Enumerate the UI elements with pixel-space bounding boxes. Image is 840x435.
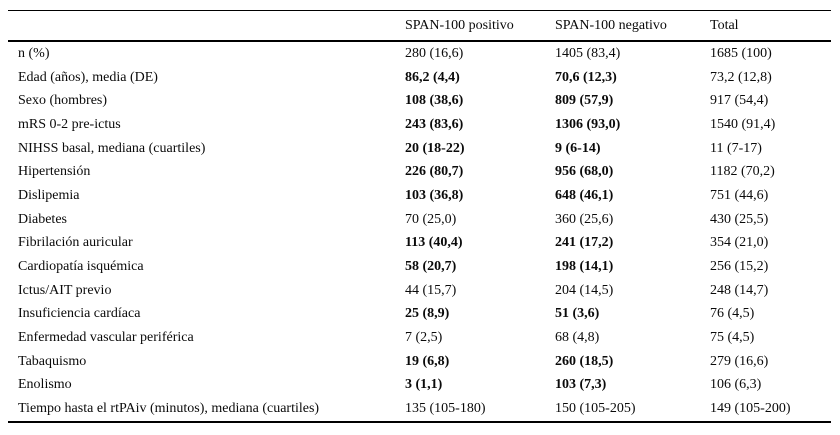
row-label: Insuficiencia cardíaca bbox=[18, 306, 141, 322]
cell-total: 1685 (100) bbox=[710, 45, 772, 61]
row-label: Sexo (hombres) bbox=[18, 93, 108, 109]
baseline-characteristics-table-container: SPAN-100 positivo SPAN-100 negativo Tota… bbox=[8, 10, 831, 423]
row-label: Cardiopatía isquémica bbox=[18, 259, 144, 275]
header-row: SPAN-100 positivo SPAN-100 negativo Tota… bbox=[8, 10, 831, 42]
row-label: NIHSS basal, mediana (cuartiles) bbox=[18, 140, 206, 156]
cell-span100-positivo: 135 (105-180) bbox=[405, 401, 486, 417]
cell-total: 149 (105-200) bbox=[710, 401, 791, 417]
cell-span100-positivo: 19 (6,8) bbox=[405, 353, 450, 369]
cell-total: 917 (54,4) bbox=[710, 93, 769, 109]
cell-total: 1182 (70,2) bbox=[710, 164, 775, 180]
cell-span100-positivo: 108 (38,6) bbox=[405, 93, 464, 109]
cell-span100-negativo: 241 (17,2) bbox=[555, 235, 614, 251]
cell-span100-negativo: 1306 (93,0) bbox=[555, 116, 621, 132]
baseline-characteristics-table: SPAN-100 positivo SPAN-100 negativo Tota… bbox=[8, 10, 831, 423]
cell-total: 106 (6,3) bbox=[710, 377, 762, 393]
cell-span100-negativo: 204 (14,5) bbox=[555, 282, 614, 298]
cell-total: 11 (7-17) bbox=[710, 140, 762, 156]
cell-total: 1540 (91,4) bbox=[710, 116, 776, 132]
row-label: Tiempo hasta el rtPAiv (minutos), median… bbox=[18, 401, 320, 417]
column-header-span100-negativo: SPAN-100 negativo bbox=[555, 10, 710, 42]
row-label: Hipertensión bbox=[18, 164, 91, 180]
cell-span100-negativo: 260 (18,5) bbox=[555, 353, 614, 369]
table-row: Diabetes 70 (25,0) 360 (25,6) 430 (25,5) bbox=[8, 208, 831, 232]
cell-span100-negativo: 70,6 (12,3) bbox=[555, 69, 617, 85]
cell-span100-negativo: 150 (105-205) bbox=[555, 401, 636, 417]
row-label: Ictus/AIT previo bbox=[18, 282, 112, 298]
table-row: Sexo (hombres) 108 (38,6) 809 (57,9) 917… bbox=[8, 89, 831, 113]
table-row: Insuficiencia cardíaca 25 (8,9) 51 (3,6)… bbox=[8, 303, 831, 327]
table-row: Tiempo hasta el rtPAiv (minutos), median… bbox=[8, 397, 831, 422]
cell-span100-negativo: 51 (3,6) bbox=[555, 306, 600, 322]
cell-span100-negativo: 198 (14,1) bbox=[555, 259, 614, 275]
row-label: Enfermedad vascular periférica bbox=[18, 330, 194, 346]
table-row: Enolismo 3 (1,1) 103 (7,3) 106 (6,3) bbox=[8, 374, 831, 398]
cell-span100-positivo: 113 (40,4) bbox=[405, 235, 463, 251]
cell-total: 73,2 (12,8) bbox=[710, 69, 772, 85]
cell-span100-negativo: 68 (4,8) bbox=[555, 330, 600, 346]
cell-span100-positivo: 226 (80,7) bbox=[405, 164, 464, 180]
cell-span100-positivo: 243 (83,6) bbox=[405, 116, 464, 132]
table-row: n (%) 280 (16,6) 1405 (83,4) 1685 (100) bbox=[8, 41, 831, 66]
table-row: mRS 0-2 pre-ictus 243 (83,6) 1306 (93,0)… bbox=[8, 113, 831, 137]
table-row: NIHSS basal, mediana (cuartiles) 20 (18-… bbox=[8, 137, 831, 161]
table-row: Hipertensión 226 (80,7) 956 (68,0) 1182 … bbox=[8, 160, 831, 184]
cell-span100-positivo: 20 (18-22) bbox=[405, 140, 465, 156]
cell-total: 751 (44,6) bbox=[710, 187, 769, 203]
cell-total: 430 (25,5) bbox=[710, 211, 769, 227]
table-row: Tabaquismo 19 (6,8) 260 (18,5) 279 (16,6… bbox=[8, 350, 831, 374]
row-label: Fibrilación auricular bbox=[18, 235, 133, 251]
cell-span100-positivo: 86,2 (4,4) bbox=[405, 69, 460, 85]
table-row: Fibrilación auricular 113 (40,4) 241 (17… bbox=[8, 232, 831, 256]
table-row: Edad (años), media (DE) 86,2 (4,4) 70,6 … bbox=[8, 66, 831, 90]
table-row: Enfermedad vascular periférica 7 (2,5) 6… bbox=[8, 326, 831, 350]
cell-total: 75 (4,5) bbox=[710, 330, 755, 346]
cell-total: 354 (21,0) bbox=[710, 235, 769, 251]
cell-total: 279 (16,6) bbox=[710, 353, 769, 369]
cell-span100-positivo: 3 (1,1) bbox=[405, 377, 443, 393]
row-label: Tabaquismo bbox=[18, 353, 87, 369]
column-header-total: Total bbox=[710, 10, 831, 42]
cell-span100-negativo: 648 (46,1) bbox=[555, 187, 614, 203]
cell-total: 256 (15,2) bbox=[710, 259, 769, 275]
cell-span100-positivo: 44 (15,7) bbox=[405, 282, 457, 298]
cell-span100-negativo: 809 (57,9) bbox=[555, 93, 614, 109]
cell-span100-negativo: 360 (25,6) bbox=[555, 211, 614, 227]
row-label: Enolismo bbox=[18, 377, 72, 393]
table-row: Dislipemia 103 (36,8) 648 (46,1) 751 (44… bbox=[8, 184, 831, 208]
cell-span100-positivo: 70 (25,0) bbox=[405, 211, 457, 227]
cell-total: 248 (14,7) bbox=[710, 282, 769, 298]
row-label: Dislipemia bbox=[18, 187, 80, 203]
column-header-variable bbox=[8, 10, 405, 42]
cell-span100-negativo: 9 (6-14) bbox=[555, 140, 601, 156]
cell-span100-negativo: 1405 (83,4) bbox=[555, 45, 621, 61]
cell-total: 76 (4,5) bbox=[710, 306, 755, 322]
row-label: n (%) bbox=[18, 45, 50, 61]
table-row: Cardiopatía isquémica 58 (20,7) 198 (14,… bbox=[8, 255, 831, 279]
table-row: Ictus/AIT previo 44 (15,7) 204 (14,5) 24… bbox=[8, 279, 831, 303]
column-header-span100-positivo: SPAN-100 positivo bbox=[405, 10, 555, 42]
cell-span100-negativo: 103 (7,3) bbox=[555, 377, 607, 393]
cell-span100-positivo: 25 (8,9) bbox=[405, 306, 450, 322]
cell-span100-positivo: 103 (36,8) bbox=[405, 187, 464, 203]
row-label: Diabetes bbox=[18, 211, 67, 227]
cell-span100-negativo: 956 (68,0) bbox=[555, 164, 614, 180]
row-label: mRS 0-2 pre-ictus bbox=[18, 116, 121, 132]
cell-span100-positivo: 58 (20,7) bbox=[405, 259, 457, 275]
row-label: Edad (años), media (DE) bbox=[18, 69, 158, 85]
cell-span100-positivo: 7 (2,5) bbox=[405, 330, 443, 346]
cell-span100-positivo: 280 (16,6) bbox=[405, 45, 464, 61]
